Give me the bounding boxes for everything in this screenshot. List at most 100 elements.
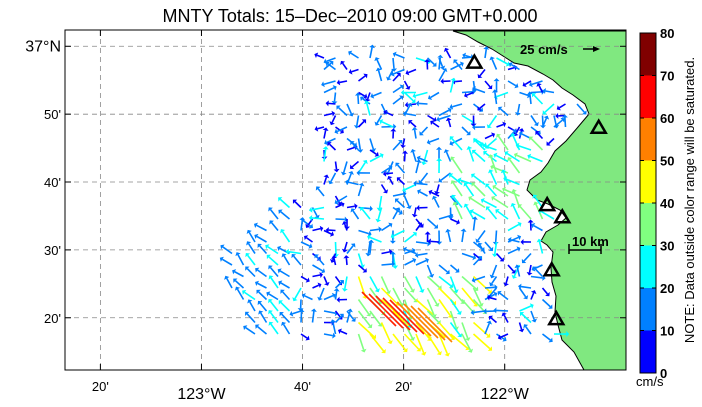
current-vector — [323, 229, 332, 235]
current-vector-head — [420, 351, 427, 356]
current-vector-head — [556, 105, 561, 111]
current-vector-head — [438, 177, 443, 183]
current-vector — [419, 157, 428, 163]
current-vector — [357, 333, 365, 350]
current-vector-head — [543, 115, 550, 120]
current-vector-head — [336, 105, 341, 110]
current-vector — [357, 162, 366, 174]
current-vector — [323, 148, 327, 162]
current-vector — [496, 309, 509, 312]
current-vector — [451, 158, 463, 174]
current-vector-head — [332, 85, 337, 91]
current-vectors — [219, 44, 587, 357]
current-vector-head — [449, 212, 454, 219]
current-vector-head — [513, 152, 518, 158]
current-vector-head — [486, 320, 493, 325]
current-vector — [449, 310, 457, 328]
coastline-land — [452, 30, 626, 370]
current-vector-head — [378, 226, 382, 233]
current-vector-head — [449, 140, 454, 146]
current-vector — [381, 251, 390, 255]
current-vector-head — [331, 100, 338, 105]
current-vector — [541, 298, 551, 308]
current-vector — [357, 120, 365, 128]
current-vector — [510, 239, 520, 243]
current-vector — [479, 103, 486, 110]
current-vector-head — [265, 244, 270, 250]
current-vector — [246, 313, 256, 324]
current-vector-head — [285, 248, 290, 255]
current-vector-head — [453, 326, 459, 331]
current-vector — [343, 223, 348, 231]
current-vector-head — [331, 292, 336, 299]
current-vector — [267, 246, 279, 255]
current-vector — [430, 91, 440, 99]
current-vector — [506, 152, 520, 163]
current-vector-head — [419, 131, 424, 136]
current-vector-head — [349, 164, 355, 170]
current-vector — [433, 198, 440, 208]
current-vector — [438, 321, 454, 339]
current-vector — [245, 327, 256, 335]
current-vector-head — [536, 82, 542, 87]
current-vector-head — [479, 142, 484, 148]
current-vector — [316, 54, 325, 59]
current-vector — [403, 153, 406, 162]
current-vector — [484, 49, 488, 59]
current-vector — [484, 241, 492, 250]
current-vector-head — [314, 254, 319, 259]
current-vector — [249, 301, 256, 312]
current-vector-head — [496, 133, 502, 138]
current-vector-head — [489, 56, 495, 61]
current-vector — [376, 59, 383, 70]
current-vector — [333, 258, 337, 266]
current-vector — [369, 333, 385, 352]
current-vector-head — [402, 186, 407, 193]
radar-station-marker — [589, 118, 608, 134]
current-vector-head — [436, 157, 443, 161]
current-vector-head — [445, 269, 450, 275]
current-vector-head — [436, 351, 442, 356]
current-vector — [372, 91, 382, 97]
current-vector-head — [555, 112, 559, 119]
current-vector-head — [396, 72, 401, 78]
current-vector-head — [327, 142, 332, 147]
current-vector — [536, 132, 544, 140]
current-vector-head — [308, 206, 313, 213]
current-vector-head — [246, 229, 252, 234]
current-vector — [553, 119, 563, 128]
current-vector — [451, 138, 463, 151]
current-vector — [417, 252, 428, 256]
current-vector-head — [437, 54, 444, 59]
current-vector-head — [503, 176, 508, 182]
current-vector — [419, 191, 428, 197]
current-vector — [496, 57, 508, 65]
current-vector — [221, 258, 233, 266]
colorbar-note: NOTE: Data outside color range will be s… — [682, 57, 697, 343]
current-vector — [426, 310, 440, 323]
current-vector — [429, 137, 440, 143]
current-vector-head — [350, 208, 356, 213]
current-vector — [392, 86, 402, 94]
current-vector — [334, 310, 342, 318]
current-vector — [466, 91, 474, 96]
current-vector-head — [491, 132, 496, 138]
current-vector-head — [374, 57, 380, 62]
current-vector — [452, 103, 463, 108]
current-vector-head — [487, 346, 493, 351]
current-vector-head — [242, 289, 247, 295]
current-vector — [357, 299, 370, 315]
current-vector — [281, 313, 291, 324]
current-vector-head — [519, 131, 524, 137]
current-vector — [300, 241, 310, 247]
current-vector — [358, 91, 366, 97]
current-vector-head — [348, 170, 354, 175]
current-vector — [323, 294, 334, 301]
current-vector-head — [336, 79, 341, 86]
current-vector — [331, 115, 337, 123]
current-vector — [404, 259, 414, 266]
current-vector-head — [542, 110, 547, 115]
current-vector-head — [370, 148, 377, 152]
current-vector-head — [348, 50, 353, 56]
current-vector — [323, 333, 333, 337]
